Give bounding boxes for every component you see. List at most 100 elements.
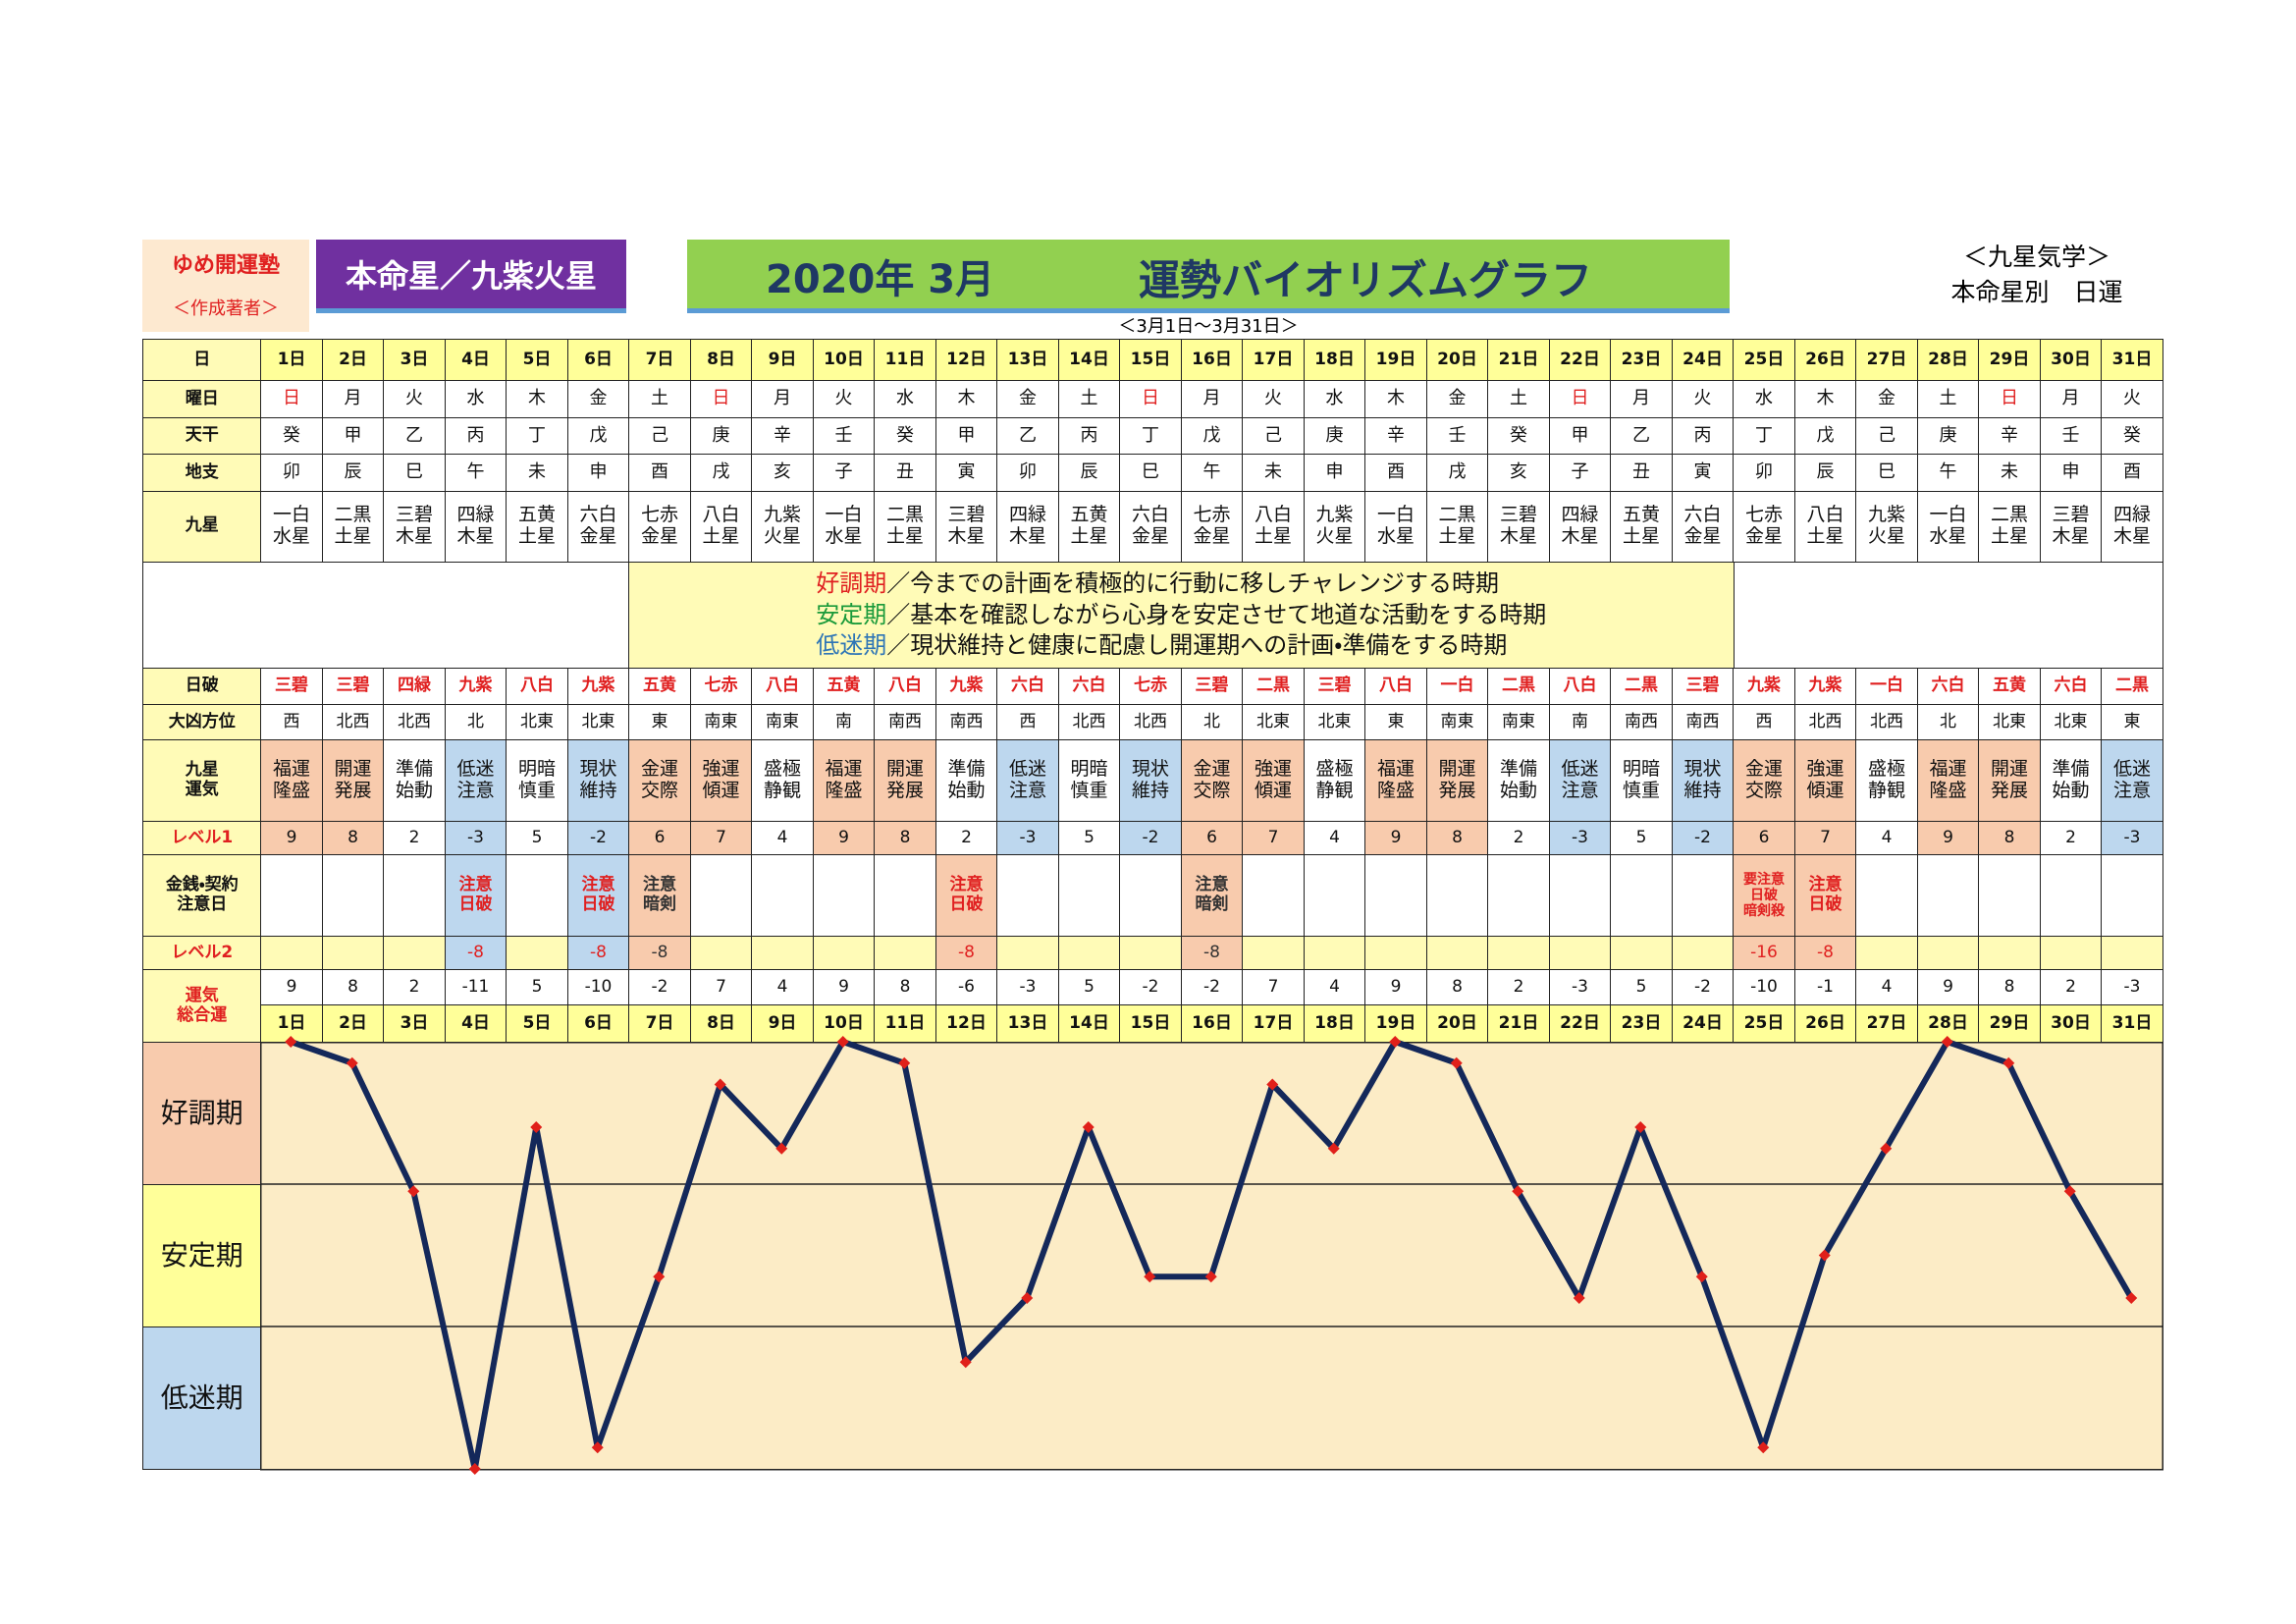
- day-cell: 19日: [1364, 339, 1427, 382]
- level1-cell: 6: [628, 820, 691, 856]
- level2-cell: [2039, 935, 2103, 971]
- bad_direction-cell: 南西: [874, 704, 936, 741]
- level1-cell: 6: [1180, 820, 1244, 856]
- level2-cell: [689, 935, 753, 971]
- branch-cell: 辰: [1793, 454, 1857, 492]
- total-cell: 2: [1487, 969, 1550, 1006]
- day_break-cell: 三碧: [1671, 667, 1735, 706]
- day2-cell: 27日: [1855, 1004, 1918, 1043]
- total-cell: -10: [1733, 969, 1795, 1006]
- money-cell: 注意 暗剣: [1180, 854, 1244, 937]
- level1-cell: 5: [506, 820, 568, 856]
- branch-cell: 子: [1548, 454, 1612, 492]
- star-cell: 八白 土星: [1242, 490, 1305, 563]
- marker: [1573, 1291, 1585, 1304]
- level2-cell: [1610, 935, 1673, 971]
- branch-cell: 戌: [1425, 454, 1489, 492]
- marker: [2002, 1056, 2015, 1069]
- money-cell: [689, 854, 753, 937]
- legend-term: 好調期: [816, 569, 887, 598]
- level2-cell: [1057, 935, 1121, 971]
- stem-cell: 乙: [383, 416, 446, 456]
- level2-cell: [383, 935, 446, 971]
- level1-cell: -3: [444, 820, 507, 856]
- stem-cell: 丁: [1733, 416, 1795, 456]
- total-cell: -2: [628, 969, 691, 1006]
- weekday-cell: 水: [1303, 380, 1366, 418]
- day2-cell: 24日: [1671, 1004, 1735, 1043]
- day-cell: 10日: [812, 339, 876, 382]
- total-cell: 5: [1057, 969, 1121, 1006]
- fortune-cell: 強運 傾運: [1793, 739, 1857, 822]
- day_break-cell: 二黒: [2101, 667, 2163, 706]
- bad_direction-cell: 東: [1364, 704, 1427, 741]
- money-cell: [1242, 854, 1305, 937]
- star-cell: 五黄 土星: [1610, 490, 1673, 563]
- day2-cell: 15日: [1119, 1004, 1182, 1043]
- star-cell: 二黒 土星: [874, 490, 936, 563]
- day-cell: 27日: [1855, 339, 1918, 382]
- fortune-cell: 低迷 注意: [2101, 739, 2163, 822]
- total-cell: 2: [2039, 969, 2103, 1006]
- level2-cell: -16: [1733, 935, 1795, 971]
- row-label: 地支: [142, 454, 262, 492]
- marker: [1144, 1270, 1156, 1282]
- day-cell: 14日: [1057, 339, 1121, 382]
- level2-cell: [751, 935, 814, 971]
- day2-cell: 22日: [1548, 1004, 1612, 1043]
- fortune-cell: 開運 発展: [321, 739, 385, 822]
- fortune-cell: 低迷 注意: [444, 739, 507, 822]
- fortune-cell: 金運 交際: [1733, 739, 1795, 822]
- level1-cell: 8: [1978, 820, 2041, 856]
- stem-cell: 癸: [1487, 416, 1550, 456]
- marker: [1204, 1270, 1217, 1282]
- bad_direction-cell: 北東: [506, 704, 568, 741]
- branch-cell: 未: [1242, 454, 1305, 492]
- branch-cell: 巳: [383, 454, 446, 492]
- fortune-cell: 福運 隆盛: [1916, 739, 1980, 822]
- day-cell: 23日: [1610, 339, 1673, 382]
- day-cell: 28日: [1916, 339, 1980, 382]
- day2-cell: 11日: [874, 1004, 936, 1043]
- fortune-cell: 盛極 静観: [751, 739, 814, 822]
- fortune-cell: 強運 傾運: [689, 739, 753, 822]
- row-label: 九星: [142, 490, 262, 563]
- bad_direction-cell: 北: [1916, 704, 1980, 741]
- level2-cell: -8: [566, 935, 630, 971]
- branch-cell: 辰: [1057, 454, 1121, 492]
- bad_direction-cell: 南: [812, 704, 876, 741]
- title-box: [687, 240, 1730, 308]
- day-cell: 8日: [689, 339, 753, 382]
- day_break-cell: 九紫: [444, 667, 507, 706]
- branch-cell: 午: [1916, 454, 1980, 492]
- weekday-cell: 月: [1610, 380, 1673, 418]
- fortune-cell: 開運 発展: [874, 739, 936, 822]
- level2-cell: [1978, 935, 2041, 971]
- weekday-cell: 日: [1119, 380, 1182, 418]
- marker: [285, 1035, 297, 1048]
- star-cell: 六白 金星: [1119, 490, 1182, 563]
- legend-blank: [1733, 561, 2163, 669]
- level2-cell: [1242, 935, 1305, 971]
- star-cell: 六白 金星: [1671, 490, 1735, 563]
- legend-text: ／基本を確認しながら心身を安定させて地道な活動をする時期: [886, 600, 1547, 628]
- marker: [1941, 1035, 1953, 1048]
- day_break-cell: 八白: [1364, 667, 1427, 706]
- legend-text: ／今までの計画を積極的に行動に移しチャレンジする時期: [886, 569, 1500, 598]
- marker: [1695, 1270, 1708, 1282]
- branch-cell: 亥: [1487, 454, 1550, 492]
- level1-cell: 7: [1242, 820, 1305, 856]
- star-cell: 一白 水星: [260, 490, 323, 563]
- star-cell: 三碧 木星: [2039, 490, 2103, 563]
- day-cell: 21日: [1487, 339, 1550, 382]
- level2-cell: [1425, 935, 1489, 971]
- fortune-cell: 明暗 慎重: [506, 739, 568, 822]
- bad_direction-cell: 北西: [321, 704, 385, 741]
- total-cell: 5: [1610, 969, 1673, 1006]
- money-cell: 注意 日破: [566, 854, 630, 937]
- day2-cell: 9日: [751, 1004, 814, 1043]
- fortune-cell: 開運 発展: [1425, 739, 1489, 822]
- level1-cell: -3: [996, 820, 1059, 856]
- day2-cell: 20日: [1425, 1004, 1489, 1043]
- money-cell: [1671, 854, 1735, 937]
